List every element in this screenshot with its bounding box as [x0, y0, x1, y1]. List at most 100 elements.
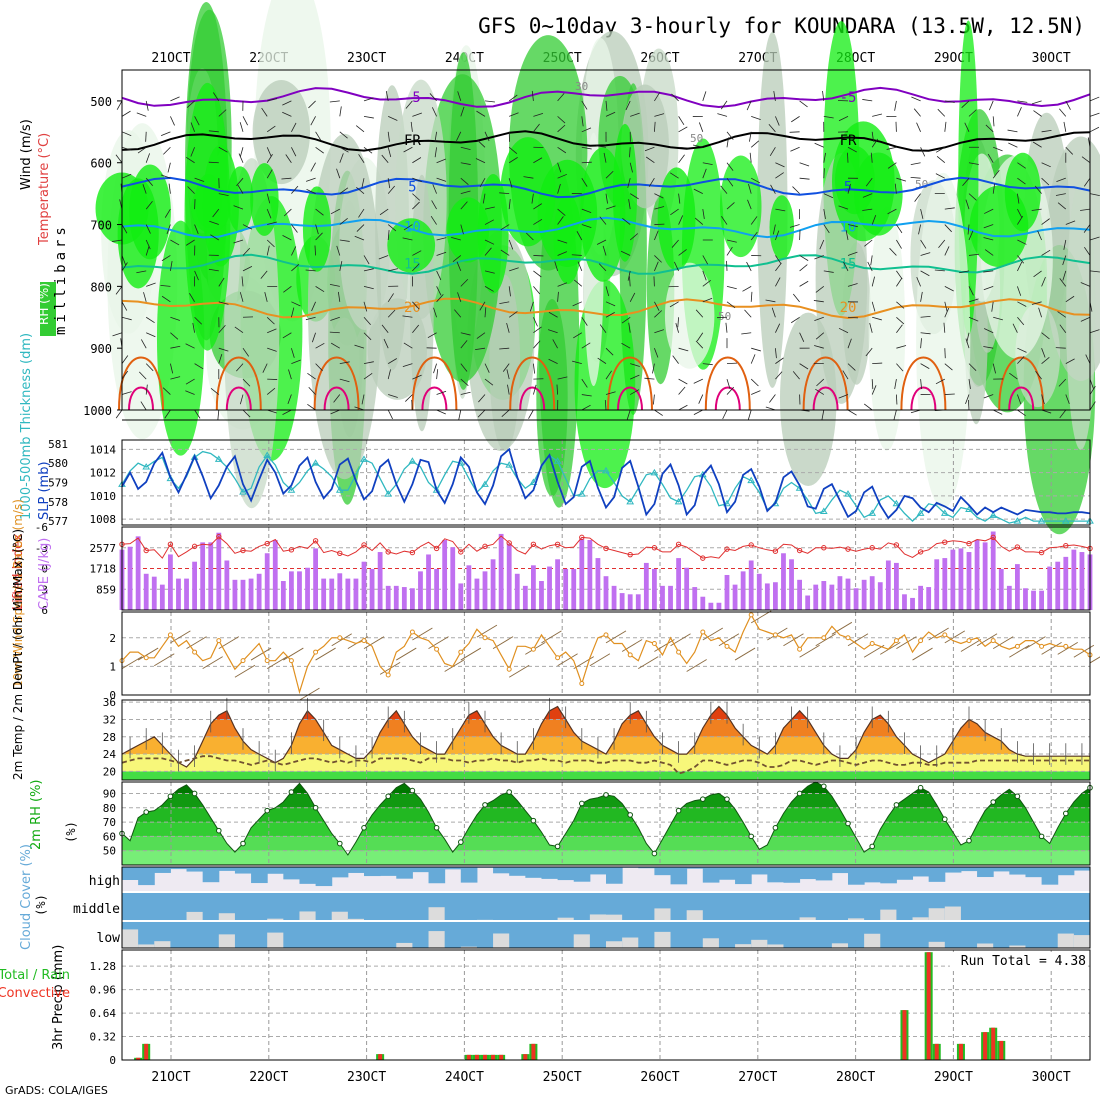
top-date-label: 23OCT	[347, 51, 386, 66]
wind-barb	[769, 147, 776, 157]
wind-barb	[775, 255, 782, 264]
wind-barb	[916, 276, 921, 287]
wind-barb	[242, 266, 253, 272]
wind-barb	[678, 378, 688, 385]
wind-barb	[1041, 249, 1051, 256]
wind-barb	[162, 387, 171, 395]
wind-barb	[654, 193, 664, 199]
middle-cloud-bar	[944, 906, 961, 920]
rh-shading-region	[664, 262, 715, 369]
wind-barb	[886, 146, 897, 150]
wind-barb	[336, 245, 341, 256]
wind-barb-10m	[638, 656, 659, 670]
wind-barb	[281, 177, 292, 180]
wind-barb	[145, 153, 150, 163]
wind-barb	[218, 277, 225, 287]
wind-barb	[869, 322, 873, 333]
wind-barb	[533, 270, 542, 278]
wind-barb	[769, 394, 776, 403]
wind-barb	[887, 208, 897, 215]
wind-speed-point	[216, 638, 222, 644]
cross-rh-label: RH (%)	[37, 283, 51, 325]
thickness-point	[1061, 517, 1070, 524]
wind-barb	[816, 378, 825, 387]
top-date-label: 30OCT	[1032, 51, 1071, 66]
wind-barb-10m	[847, 633, 869, 647]
wind-barb	[920, 363, 930, 369]
wind-barb	[305, 177, 316, 182]
wind-barb	[314, 245, 316, 256]
wind-barb	[750, 378, 759, 387]
wind-barb	[920, 379, 922, 390]
wind-barb	[112, 332, 123, 337]
wind-barb	[315, 342, 325, 349]
wind-barb	[363, 361, 374, 365]
wind-barb-10m	[912, 647, 933, 661]
wind-barb	[288, 369, 292, 380]
wind-barb	[388, 268, 399, 272]
wind-barb	[1017, 409, 1026, 417]
cape-bar	[1055, 561, 1061, 610]
rh-shading-region	[224, 158, 280, 509]
wind-barb	[163, 146, 171, 155]
wind-barb	[456, 261, 462, 272]
precip-conv-bar	[958, 1043, 963, 1060]
cape-bar	[668, 585, 673, 610]
wind-barb	[529, 301, 534, 312]
wind-barb	[185, 390, 195, 395]
wind-barb	[961, 100, 970, 109]
wind-barb	[533, 157, 543, 164]
rh-point	[724, 796, 730, 802]
cape-bar	[337, 573, 343, 610]
thickness-point	[408, 457, 417, 464]
wind-barb-10m	[702, 627, 724, 641]
wind-barb	[1065, 358, 1075, 364]
cape-bar	[716, 602, 722, 610]
wind-barb	[160, 174, 171, 179]
high-cloud-bar	[218, 867, 236, 871]
wind-barb	[508, 239, 514, 250]
thickness-point	[940, 509, 949, 516]
wind-barb	[242, 116, 248, 126]
wind-speed-point	[966, 638, 972, 644]
wind-barb	[548, 311, 558, 318]
wind-barb	[121, 391, 132, 395]
li-point	[796, 547, 803, 554]
wind-barb	[412, 201, 420, 210]
wind-barb	[1057, 202, 1067, 210]
wind-barb	[436, 177, 447, 182]
high-cloud-bar	[767, 867, 784, 883]
wind-barb	[871, 131, 874, 142]
rh-point	[748, 833, 755, 840]
wind-barb	[121, 255, 126, 265]
wind-barb	[454, 309, 462, 318]
bottom-date-axis: 21OCT 22OCT 23OCT 24OCT 25OCT 26OCT 27OCT 28OCT…	[151, 1070, 1071, 1085]
wind-barb	[775, 172, 784, 179]
high-cloud-bar	[928, 867, 946, 882]
cape-bar	[345, 578, 351, 610]
high-cloud-bar	[606, 867, 623, 884]
slp-thickness-panel: 1008 1010 1012 1014 577 578 579 580 581	[48, 438, 1094, 528]
wind-barb	[702, 270, 707, 281]
wind-barb	[747, 199, 752, 210]
middle-cloud-bar	[654, 908, 671, 920]
cape-bar	[522, 585, 528, 610]
wind-barb	[599, 324, 607, 333]
wind-barb	[287, 394, 292, 405]
wind-barb	[433, 363, 437, 374]
thickness-point	[481, 480, 489, 487]
wind-barb	[402, 315, 413, 318]
rh-high-region	[190, 183, 231, 233]
slp-tick-label: 1008	[90, 513, 117, 526]
wind-barb	[910, 177, 921, 179]
wind-barb	[339, 131, 348, 139]
wind-barb	[209, 220, 219, 225]
rh-point	[385, 793, 392, 800]
precip-conv-bar	[136, 1057, 141, 1060]
cape-bar	[797, 579, 802, 610]
wind-barb	[261, 107, 268, 117]
thickness-point	[263, 451, 272, 458]
wind-barb	[185, 378, 195, 385]
cape-bar	[619, 593, 625, 610]
wind-barb	[791, 316, 800, 324]
